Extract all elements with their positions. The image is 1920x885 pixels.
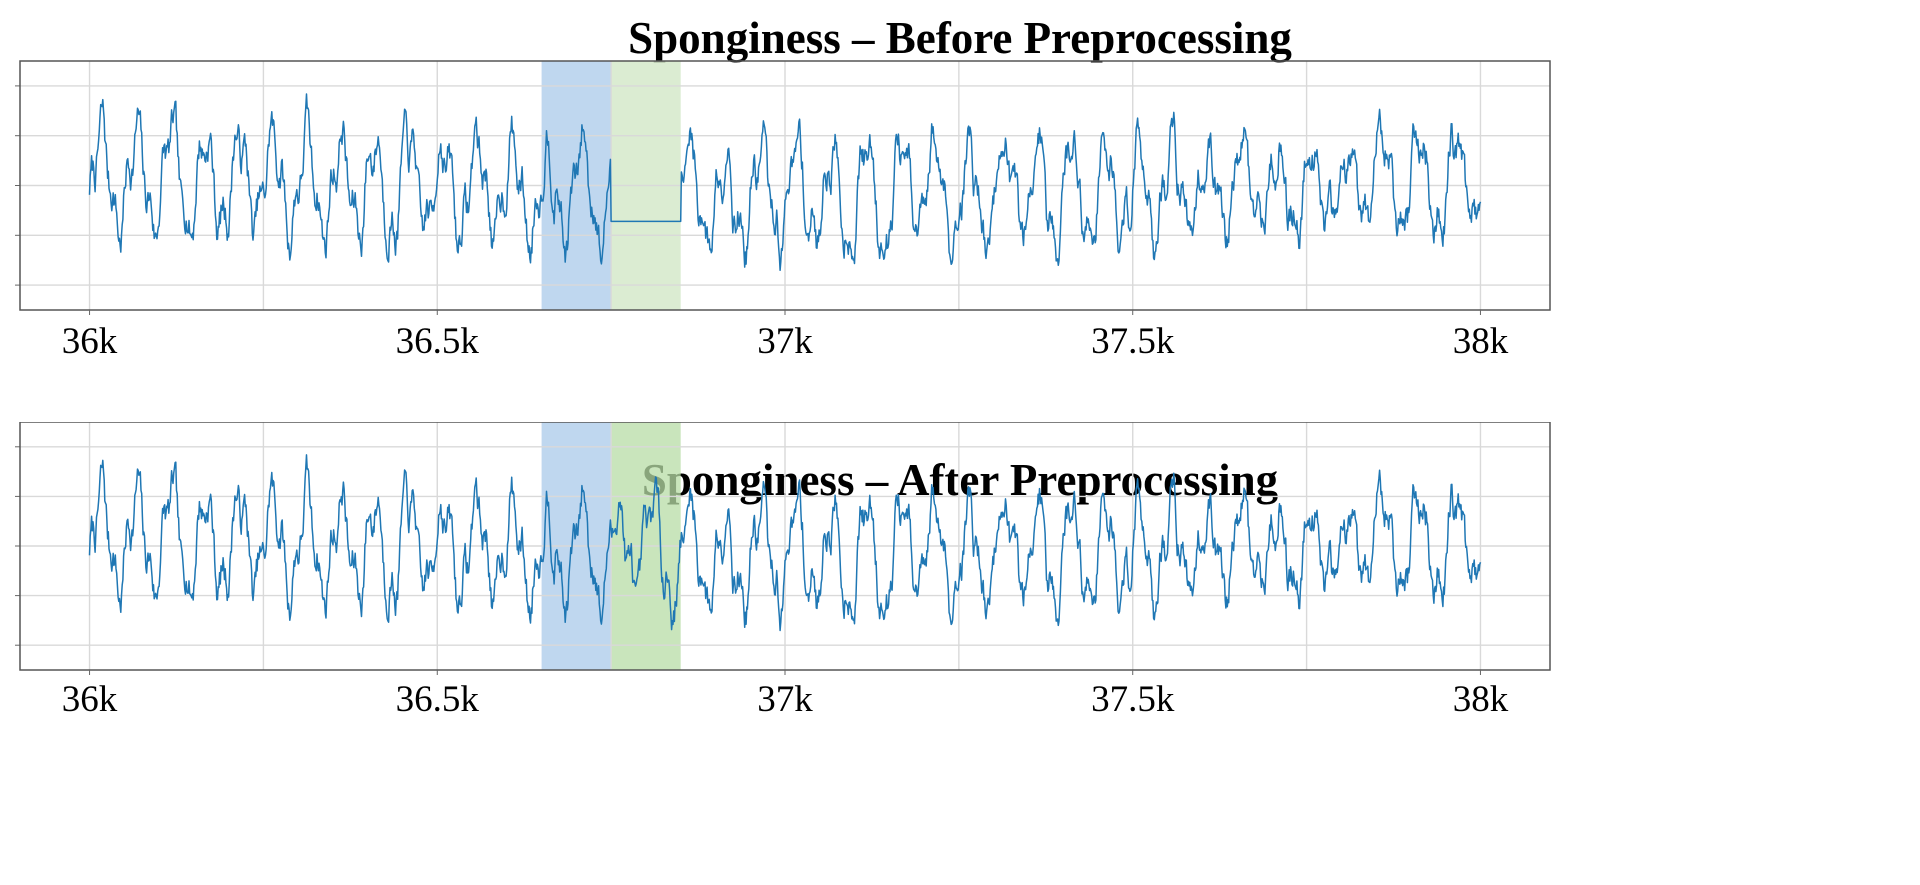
chart-panel-before: Sponginess – Before Preprocessing 36k 36.… [0, 0, 1920, 442]
x-tick-label: 37.5k [1091, 321, 1175, 362]
x-tick-label: 38k [1453, 321, 1509, 362]
x-tick-label: 36.5k [396, 321, 480, 362]
series-line-0 [88, 454, 1482, 632]
x-tick-label: 36k [62, 679, 118, 720]
line-chart: 36k 36.5k 37k 37.5k 38k [15, 60, 1551, 362]
chart-title: Sponginess – Before Preprocessing [628, 13, 1292, 63]
x-tick-label: 37k [757, 321, 813, 362]
x-tick-label: 36k [62, 321, 118, 362]
series-line-0 [88, 93, 1482, 272]
x-tick-label: 37k [757, 679, 813, 720]
x-tick-label: 37.5k [1091, 679, 1175, 720]
x-tick-label: 38k [1453, 679, 1509, 720]
x-tick-label: 36.5k [396, 679, 480, 720]
line-chart: 36k 36.5k 37k 37.5k 38k [15, 422, 1551, 720]
chart-panel-after: Sponginess – After Preprocessing 36k 36.5… [0, 422, 1920, 885]
